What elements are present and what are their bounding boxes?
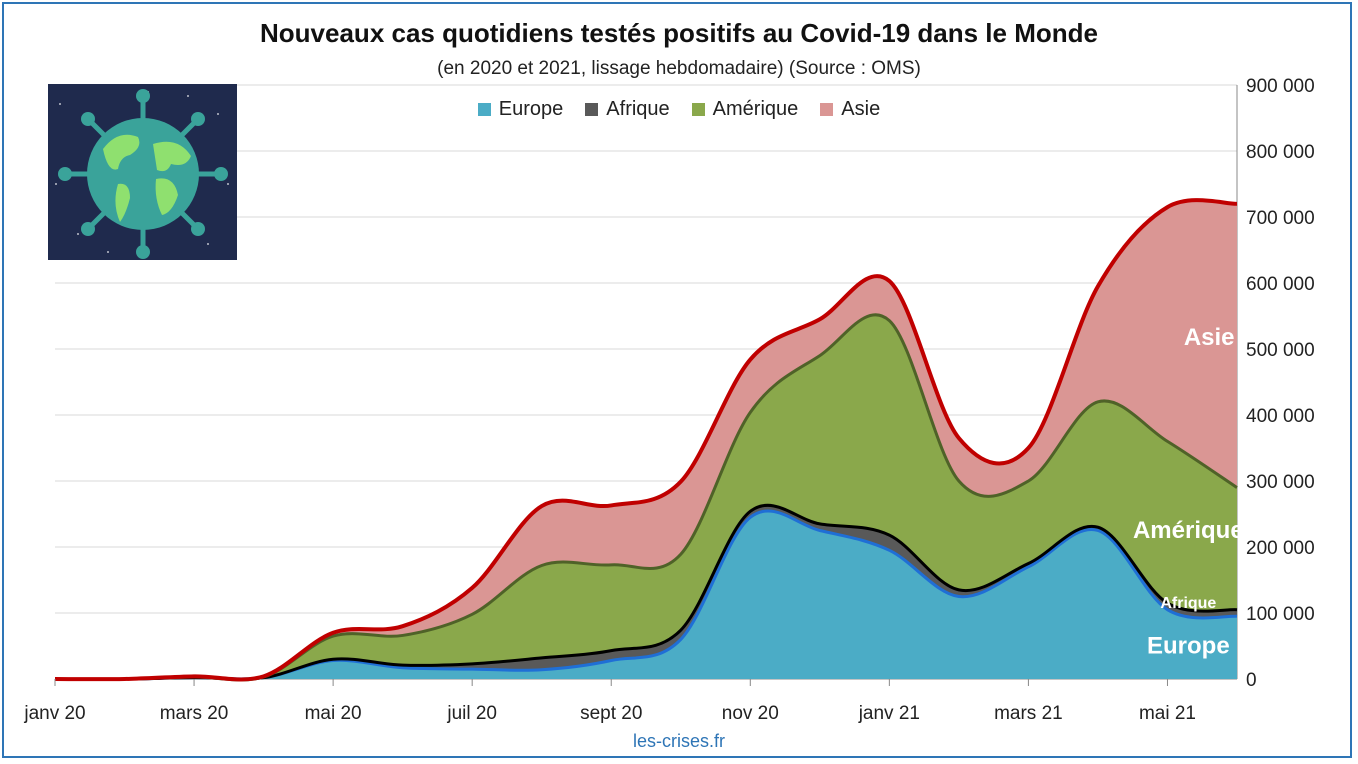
annotation-label: Asie xyxy=(1184,324,1235,351)
area-europe xyxy=(55,510,1237,680)
area-amerique xyxy=(55,314,1237,680)
legend-swatch xyxy=(820,103,834,116)
x-tick-label: mai 20 xyxy=(305,703,362,724)
legend-swatch xyxy=(585,103,599,116)
legend-label: Asie xyxy=(841,98,881,120)
annotation-label: Afrique xyxy=(1160,595,1216,612)
y-tick-label: 600 000 xyxy=(1246,274,1315,295)
y-tick-label: 400 000 xyxy=(1246,406,1315,427)
legend-item: Asie xyxy=(820,98,880,121)
x-tick-label: mars 21 xyxy=(994,703,1063,724)
globe-virus-icon xyxy=(48,84,237,260)
y-tick-label: 700 000 xyxy=(1246,208,1315,229)
y-tick-label: 800 000 xyxy=(1246,142,1315,163)
legend-item: Amérique xyxy=(691,98,799,121)
x-tick-label: juil 20 xyxy=(446,703,497,724)
x-tick-label: mai 21 xyxy=(1139,703,1196,724)
legend-swatch xyxy=(477,103,491,116)
x-tick-label: janv 20 xyxy=(23,703,85,724)
x-tick-label: nov 20 xyxy=(722,703,779,724)
y-tick-label: 0 xyxy=(1246,670,1257,691)
x-tick-label: janv 21 xyxy=(858,703,920,724)
y-tick-label: 900 000 xyxy=(1246,76,1315,97)
legend-label: Europe xyxy=(498,98,564,120)
legend-item: Afrique xyxy=(585,98,670,121)
legend: Europe Afrique Amérique Asie xyxy=(0,98,1358,121)
y-tick-label: 500 000 xyxy=(1246,340,1315,361)
chart-title: Nouveaux cas quotidiens testés positifs … xyxy=(260,18,1098,48)
legend-item: Europe xyxy=(477,98,564,121)
y-tick-label: 200 000 xyxy=(1246,538,1315,559)
series-line-asie xyxy=(54,198,1238,682)
annotation-label: Amérique xyxy=(1133,517,1244,544)
x-tick-label: sept 20 xyxy=(580,703,642,724)
y-tick-label: 300 000 xyxy=(1246,472,1315,493)
legend-label: Amérique xyxy=(712,98,799,120)
chart-subtitle: (en 2020 et 2021, lissage hebdomadaire) … xyxy=(437,58,921,79)
y-tick-label: 100 000 xyxy=(1246,604,1315,625)
annotation-label: Europe xyxy=(1147,632,1230,659)
source-label: les-crises.fr xyxy=(632,731,725,751)
legend-label: Afrique xyxy=(606,98,670,120)
x-tick-label: mars 20 xyxy=(160,703,229,724)
legend-swatch xyxy=(691,103,705,116)
